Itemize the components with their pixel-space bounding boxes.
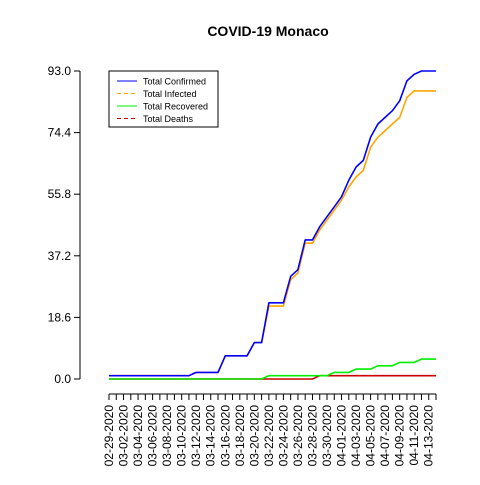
x-tick-label: 03-24-2020 bbox=[276, 405, 290, 467]
x-tick-label: 04-07-2020 bbox=[378, 405, 392, 467]
x-tick-label: 02-29-2020 bbox=[102, 405, 116, 467]
x-tick-label: 03-12-2020 bbox=[189, 405, 203, 467]
x-tick-label: 03-18-2020 bbox=[233, 405, 247, 467]
x-tick-label: 03-26-2020 bbox=[291, 405, 305, 467]
x-tick-label: 04-13-2020 bbox=[422, 405, 436, 467]
y-tick-label: 18.6 bbox=[48, 310, 72, 324]
chart-title: COVID-19 Monaco bbox=[207, 23, 328, 39]
x-tick-label: 03-22-2020 bbox=[262, 405, 276, 467]
y-tick-label: 74.4 bbox=[48, 126, 72, 140]
legend-label: Total Confirmed bbox=[143, 77, 206, 87]
x-tick-label: 03-10-2020 bbox=[175, 405, 189, 467]
x-tick-label: 03-20-2020 bbox=[247, 405, 261, 467]
legend-label: Total Deaths bbox=[143, 114, 194, 124]
plot-lines bbox=[109, 70, 436, 380]
x-tick-label: 03-06-2020 bbox=[146, 405, 160, 467]
y-tick-label: 55.8 bbox=[48, 187, 72, 201]
x-tick-label: 03-28-2020 bbox=[305, 405, 319, 467]
y-tick-label: 93.0 bbox=[48, 64, 72, 78]
axes: 0.0 18.6 37.2 55.8 74.4 93.0 02-29-2020 03-02-2… bbox=[48, 64, 437, 467]
y-tick-label: 0.0 bbox=[54, 372, 71, 386]
legend-box bbox=[108, 70, 219, 128]
legend-label: Total Recovered bbox=[143, 102, 208, 112]
x-tick-label: 03-14-2020 bbox=[204, 405, 218, 467]
x-tick-label: 04-05-2020 bbox=[364, 405, 378, 467]
series-line-total-infected bbox=[109, 90, 436, 377]
legend: Total Confirmed Total Infected Total Recov… bbox=[108, 70, 219, 128]
x-tick-label: 04-09-2020 bbox=[393, 405, 407, 467]
x-tick-label: 03-16-2020 bbox=[218, 405, 232, 467]
y-tick-label: 37.2 bbox=[48, 249, 72, 263]
x-tick-label: 03-30-2020 bbox=[320, 405, 334, 467]
series-line-total-confirmed bbox=[109, 70, 436, 377]
legend-label: Total Infected bbox=[143, 89, 197, 99]
x-tick-label: 04-11-2020 bbox=[407, 405, 421, 466]
x-tick-label: 04-01-2020 bbox=[335, 405, 349, 467]
x-tick-label: 03-02-2020 bbox=[117, 405, 131, 467]
x-tick-label: 03-04-2020 bbox=[131, 405, 145, 467]
x-tick-label: 04-03-2020 bbox=[349, 405, 363, 467]
x-tick-label: 03-08-2020 bbox=[160, 405, 174, 467]
series-line-total-recovered bbox=[109, 358, 436, 380]
